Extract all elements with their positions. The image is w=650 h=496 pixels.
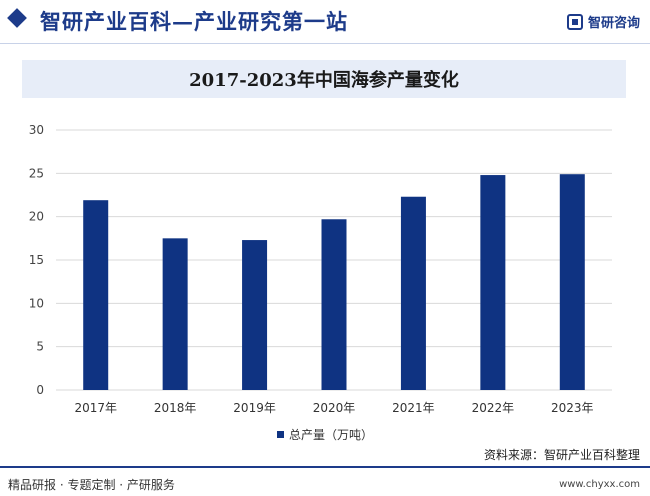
footer-url[interactable]: www.chyxx.com xyxy=(559,479,640,490)
y-tick-label: 10 xyxy=(29,296,44,310)
x-tick-label: 2021年 xyxy=(392,401,435,415)
header-title: 智研产业百科—产业研究第一站 xyxy=(40,9,348,34)
chart-title-bar: 2017-2023年中国海参产量变化 xyxy=(22,60,626,98)
logo-text: 智研咨询 xyxy=(587,16,640,31)
source-note: 资料来源：智研产业百科整理 xyxy=(483,448,640,462)
header: 智研产业百科—产业研究第一站 智研咨询 xyxy=(0,0,650,44)
x-tick-label: 2022年 xyxy=(472,401,515,415)
bar xyxy=(559,174,585,390)
x-tick-label: 2020年 xyxy=(313,401,356,415)
header-divider xyxy=(0,43,650,44)
y-tick-label: 20 xyxy=(29,210,44,224)
y-tick-label: 25 xyxy=(29,166,44,180)
bar xyxy=(162,238,188,390)
x-tick-label: 2023年 xyxy=(551,401,594,415)
x-tick-label: 2018年 xyxy=(154,401,197,415)
bar xyxy=(400,196,426,390)
bar xyxy=(242,240,268,390)
legend-swatch xyxy=(276,431,284,438)
bar xyxy=(321,219,347,390)
y-tick-label: 5 xyxy=(36,340,44,354)
y-tick-label: 15 xyxy=(29,253,44,267)
brand-logo[interactable]: 智研咨询 xyxy=(566,12,640,31)
bar xyxy=(480,175,506,390)
legend: 总产量（万吨） xyxy=(0,426,650,443)
x-tick-label: 2017年 xyxy=(74,401,117,415)
y-tick-label: 30 xyxy=(29,123,44,137)
bar xyxy=(83,200,109,390)
legend-label: 总产量（万吨） xyxy=(288,428,373,442)
chart-title: 2017-2023年中国海参产量变化 xyxy=(189,70,459,91)
footer-divider xyxy=(0,466,650,468)
y-tick-label: 0 xyxy=(36,383,44,397)
x-tick-label: 2019年 xyxy=(233,401,276,415)
logo-icon xyxy=(566,13,583,30)
footer-tagline: 精品研报 · 专题定制 · 产研服务 xyxy=(8,478,175,492)
